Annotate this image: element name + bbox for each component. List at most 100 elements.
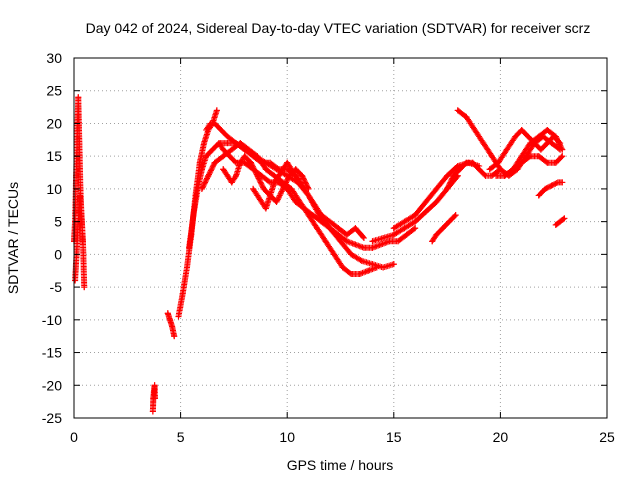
data-point bbox=[318, 212, 325, 219]
data-point bbox=[326, 225, 333, 232]
data-point bbox=[561, 215, 568, 222]
y-tick-label: -10 bbox=[42, 312, 62, 328]
data-point bbox=[444, 172, 451, 179]
data-point bbox=[196, 159, 203, 166]
data-point bbox=[279, 185, 286, 192]
data-point bbox=[150, 388, 157, 395]
data-point bbox=[267, 192, 274, 199]
data-point bbox=[201, 140, 208, 147]
data-point bbox=[356, 271, 363, 277]
data-point bbox=[220, 153, 227, 160]
data-point bbox=[228, 146, 235, 153]
data-point bbox=[429, 238, 436, 245]
x-tick-label: 20 bbox=[493, 429, 509, 445]
data-point bbox=[220, 146, 227, 153]
data-point bbox=[559, 179, 566, 186]
data-point bbox=[169, 323, 176, 330]
data-point bbox=[233, 172, 240, 179]
data-point bbox=[378, 241, 385, 248]
data-point bbox=[75, 94, 82, 101]
data-point bbox=[386, 238, 393, 245]
data-point bbox=[450, 172, 457, 179]
data-point bbox=[326, 218, 333, 225]
data-point bbox=[226, 153, 233, 160]
data-point bbox=[552, 133, 559, 140]
data-point bbox=[241, 153, 248, 160]
data-point bbox=[369, 244, 376, 251]
data-point bbox=[559, 146, 566, 153]
data-point bbox=[412, 212, 419, 219]
data-point bbox=[271, 179, 278, 186]
data-point bbox=[76, 140, 83, 147]
data-point bbox=[183, 264, 190, 271]
data-point bbox=[518, 159, 525, 166]
series-seg-t bbox=[535, 179, 566, 199]
data-point bbox=[292, 199, 299, 205]
data-point bbox=[544, 159, 551, 166]
data-point bbox=[211, 120, 218, 127]
y-tick-label: -5 bbox=[50, 279, 63, 295]
data-point bbox=[284, 159, 291, 166]
data-point bbox=[292, 172, 299, 179]
data-point bbox=[258, 159, 265, 166]
data-point bbox=[149, 408, 156, 415]
data-point bbox=[218, 127, 225, 133]
plot-frame bbox=[73, 57, 608, 419]
series-seg-c bbox=[149, 382, 159, 415]
data-point bbox=[403, 231, 410, 238]
data-point bbox=[241, 146, 248, 153]
data-point bbox=[512, 133, 519, 140]
data-point bbox=[279, 166, 286, 173]
data-point bbox=[380, 235, 387, 241]
data-point bbox=[151, 382, 158, 389]
x-tick-label: 25 bbox=[599, 429, 615, 445]
data-point bbox=[186, 244, 193, 251]
data-point bbox=[456, 166, 463, 173]
y-tick-label: 25 bbox=[46, 83, 62, 99]
data-point bbox=[412, 218, 419, 225]
data-point bbox=[535, 153, 542, 160]
data-point bbox=[228, 179, 235, 186]
data-point bbox=[395, 238, 402, 245]
data-point bbox=[309, 212, 316, 219]
data-point bbox=[401, 225, 408, 232]
data-point bbox=[390, 261, 397, 268]
y-tick-label: 30 bbox=[46, 50, 62, 66]
data-point bbox=[79, 238, 86, 245]
data-point bbox=[493, 172, 500, 179]
y-tick-label: 20 bbox=[46, 115, 62, 131]
data-point bbox=[365, 267, 372, 274]
data-point bbox=[215, 140, 222, 147]
data-point bbox=[559, 153, 566, 160]
data-point bbox=[390, 231, 397, 238]
data-point bbox=[318, 218, 325, 225]
data-point bbox=[433, 231, 440, 238]
y-tick-label: -20 bbox=[42, 377, 62, 393]
x-tick-label: 15 bbox=[386, 429, 402, 445]
x-tick-label: 0 bbox=[70, 429, 78, 445]
data-point bbox=[288, 166, 295, 173]
data-point bbox=[488, 153, 495, 160]
data-point bbox=[286, 172, 293, 179]
data-point bbox=[380, 264, 387, 271]
data-point bbox=[369, 238, 376, 245]
data-point bbox=[296, 179, 303, 186]
data-point bbox=[205, 172, 212, 179]
data-point bbox=[535, 133, 542, 140]
series-seg-j bbox=[220, 153, 312, 205]
data-point bbox=[209, 146, 216, 153]
y-axis-label: SDTVAR / TECUs bbox=[5, 182, 21, 294]
data-point bbox=[537, 146, 544, 153]
data-point bbox=[262, 205, 269, 212]
data-point bbox=[552, 159, 559, 166]
data-point bbox=[171, 333, 178, 340]
data-series bbox=[71, 94, 568, 415]
data-point bbox=[198, 166, 205, 173]
x-axis-label: GPS time / hours bbox=[287, 457, 394, 473]
data-point bbox=[360, 235, 367, 241]
data-point bbox=[254, 172, 261, 179]
data-point bbox=[452, 212, 459, 219]
data-point bbox=[433, 185, 440, 192]
data-point bbox=[552, 221, 559, 228]
